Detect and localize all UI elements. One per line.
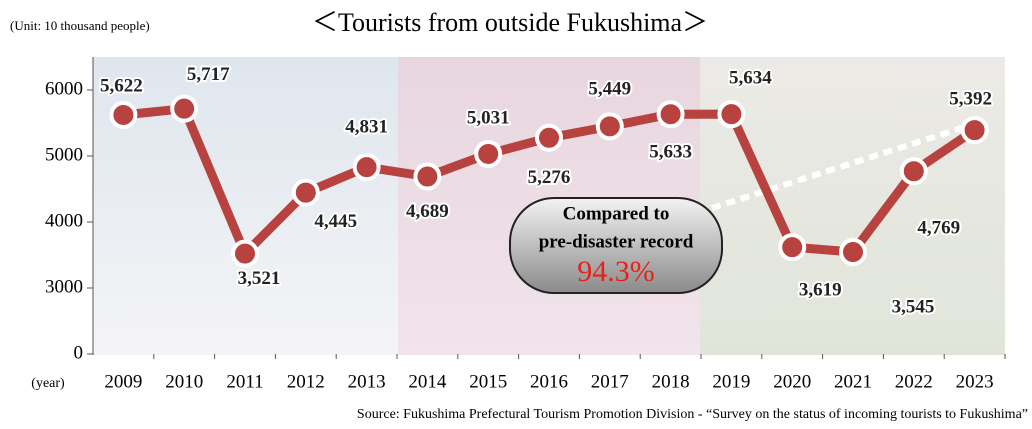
chart-title: ＜Tourists from outside Fukushima＞: [312, 8, 708, 37]
annotation-pointer: [711, 125, 963, 211]
data-point: [717, 100, 746, 129]
data-label: 4,831: [345, 117, 388, 138]
x-tick-label: 2022: [895, 371, 933, 392]
data-point: [109, 100, 138, 129]
data-point: [656, 100, 685, 129]
x-axis-label: (year): [31, 376, 65, 391]
background-photo: [93, 57, 398, 355]
x-tick-label: 2014: [408, 371, 447, 392]
data-point: [474, 139, 503, 168]
data-point: [291, 178, 320, 207]
x-tick-label: 2021: [834, 371, 872, 392]
data-label: 4,769: [917, 218, 960, 239]
x-tick-label: 2013: [348, 371, 386, 392]
y-tick-label: 6000: [45, 78, 83, 99]
y-tick-label: 4000: [45, 210, 83, 231]
data-label: 5,633: [649, 142, 692, 163]
annotation-highlight: 94.3%: [577, 255, 655, 288]
x-tick-label: 2020: [773, 371, 811, 392]
data-point: [352, 153, 381, 182]
x-tick-label: 2017: [591, 371, 629, 392]
annotation-text: pre-disaster record: [539, 231, 694, 252]
data-label: 5,634: [729, 68, 772, 89]
background-photo: [700, 57, 1005, 355]
data-point: [899, 157, 928, 186]
data-label: 5,449: [588, 79, 631, 100]
x-tick-label: 2010: [165, 371, 203, 392]
x-tick-label: 2015: [469, 371, 507, 392]
y-tick-label: 0: [74, 342, 84, 363]
x-tick-label: 2009: [104, 371, 142, 392]
annotation-text: Compared to: [563, 203, 670, 224]
data-label: 5,717: [187, 64, 230, 85]
data-point: [595, 112, 624, 141]
y-tick-label: 3000: [45, 276, 83, 297]
data-label: 4,445: [314, 211, 357, 232]
x-tick-label: 2023: [956, 371, 994, 392]
data-point: [839, 238, 867, 267]
x-tick-label: 2019: [712, 371, 750, 392]
data-point: [535, 123, 563, 152]
data-label: 3,545: [892, 296, 935, 317]
data-label: 5,276: [528, 167, 571, 188]
data-label: 3,619: [799, 280, 842, 301]
y-tick-label: 5000: [45, 144, 83, 165]
data-label: 5,392: [949, 88, 992, 109]
data-point: [231, 239, 259, 268]
source: Source: Fukushima Prefectural Tourism Pr…: [357, 407, 1028, 422]
data-point: [413, 162, 442, 191]
data-label: 4,689: [406, 201, 449, 222]
unit-label: (Unit: 10 thousand people): [10, 18, 150, 33]
data-point: [170, 94, 199, 123]
data-label: 5,622: [100, 75, 143, 96]
x-tick-label: 2016: [530, 371, 568, 392]
data-point: [960, 116, 989, 145]
annotation-bubble: [509, 197, 723, 294]
data-point: [778, 233, 807, 262]
data-label: 3,521: [238, 268, 281, 289]
x-tick-label: 2011: [226, 371, 263, 392]
x-tick-label: 2012: [287, 371, 325, 392]
x-tick-label: 2018: [652, 371, 690, 392]
data-label: 5,031: [467, 107, 510, 128]
